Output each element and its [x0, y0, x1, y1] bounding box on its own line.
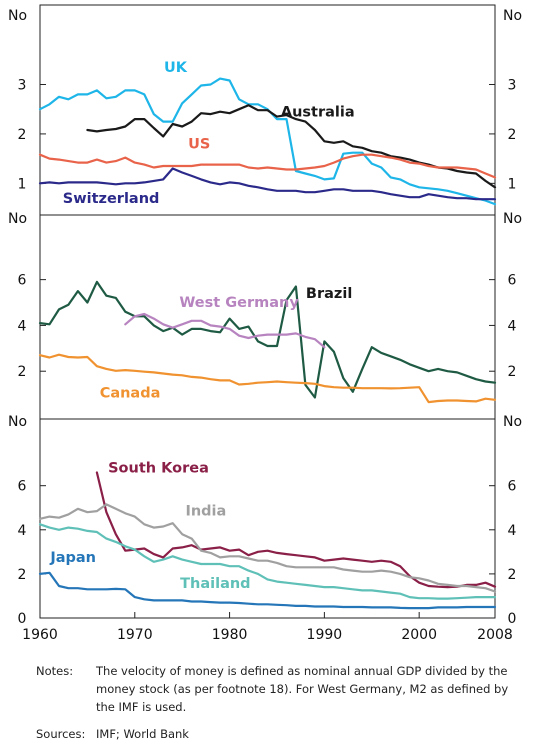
- y-tick-label-right: 3: [508, 77, 517, 93]
- y-tick-label-left: 4: [18, 523, 27, 539]
- x-tick-label: 2008: [477, 627, 513, 643]
- notes-label: Notes:: [36, 664, 74, 678]
- y-tick-label-right: 6: [508, 479, 517, 495]
- series-label-switzerland: Switzerland: [63, 191, 160, 207]
- series-label-australia: Australia: [281, 105, 355, 121]
- sources-label: Sources:: [36, 727, 86, 741]
- panel-1: No No 1 1 2 2 3 3 UK Australia US Switzerland: [8, 8, 522, 216]
- series-line-india: [38, 503, 497, 593]
- y-tick-label-right: 0: [508, 611, 517, 627]
- series-line-uk: [38, 77, 497, 206]
- x-tick-label: 1990: [307, 627, 343, 643]
- series-line-brazil: [38, 280, 497, 399]
- y-unit-label-right: No: [503, 211, 522, 227]
- y-unit-label-left: No: [8, 8, 27, 24]
- series-label-canada: Canada: [100, 386, 161, 402]
- series-line-west-germany: [124, 312, 326, 349]
- y-unit-label-right: No: [503, 8, 522, 24]
- y-tick-label-right: 4: [508, 318, 517, 334]
- series-label-japan: Japan: [49, 550, 96, 566]
- x-tick-label: 1980: [212, 627, 248, 643]
- series-label-thailand: Thailand: [180, 576, 250, 592]
- y-tick-label-right: 2: [508, 364, 517, 380]
- series-label-south-korea: South Korea: [108, 460, 209, 476]
- y-tick-label-right: 6: [508, 273, 517, 289]
- y-tick-label-left: 1: [18, 176, 27, 192]
- y-tick-label-left: 2: [18, 127, 27, 143]
- panel-2: No No 2 2 4 4 6 6 Brazil West Germany Canada: [8, 211, 522, 420]
- panel-3: No No 0 0 2 2 4 4 6 6 South Korea India Japan Thailan…: [8, 414, 522, 643]
- sources-text: IMF; World Bank: [96, 727, 189, 741]
- series-label-india: India: [185, 503, 226, 519]
- y-unit-label-right: No: [503, 414, 522, 430]
- y-tick-label-right: 2: [508, 567, 517, 583]
- y-tick-label-left: 3: [18, 77, 27, 93]
- x-tick-label: 1970: [117, 627, 153, 643]
- series-line-thailand: [38, 523, 497, 600]
- series-line-japan: [38, 571, 497, 610]
- x-tick-label: 1960: [22, 627, 58, 643]
- velocity-of-money-chart: No No 1 1 2 2 3 3 UK Australia US Switzerland No No 2 2…: [8, 4, 522, 643]
- series-label-west-germany: West Germany: [179, 295, 299, 311]
- y-tick-label-left: 2: [18, 567, 27, 583]
- y-tick-label-right: 2: [508, 127, 517, 143]
- notes-text: The velocity of money is defined as nomi…: [96, 664, 509, 714]
- y-unit-label-left: No: [8, 414, 27, 430]
- y-tick-label-left: 6: [18, 273, 27, 289]
- series-line-australia: [86, 104, 497, 189]
- series-line-switzerland: [38, 167, 497, 201]
- series-label-uk: UK: [164, 60, 188, 76]
- series-label-us: US: [188, 137, 210, 153]
- y-unit-label-left: No: [8, 211, 27, 227]
- y-tick-label-left: 2: [18, 364, 27, 380]
- y-tick-label-left: 6: [18, 479, 27, 495]
- series-line-canada: [38, 353, 497, 404]
- series-label-brazil: Brazil: [306, 286, 352, 302]
- series-line-south-korea: [95, 471, 497, 589]
- y-tick-label-left: 4: [18, 318, 27, 334]
- series-line-us: [38, 153, 497, 179]
- y-tick-label-left: 0: [18, 611, 27, 627]
- y-tick-label-right: 4: [508, 523, 517, 539]
- x-tick-label: 2000: [401, 627, 437, 643]
- y-tick-label-right: 1: [508, 176, 517, 192]
- chart-frame: [39, 4, 496, 619]
